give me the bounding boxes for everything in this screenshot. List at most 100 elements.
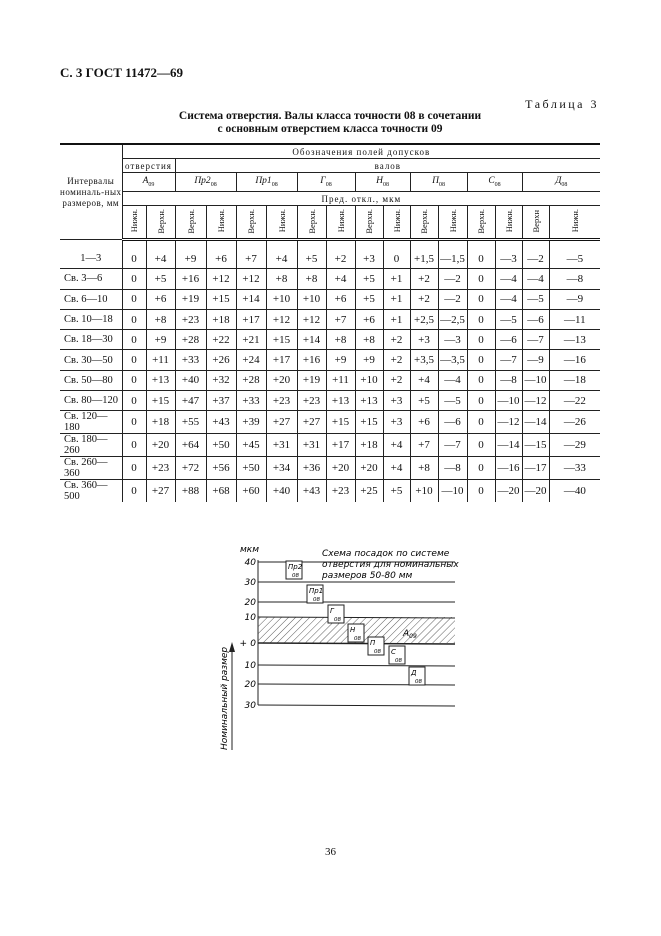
deviation-cell: +2 (325, 239, 356, 269)
svg-text:08: 08 (374, 649, 381, 655)
deviation-cell: +2 (409, 288, 439, 310)
svg-text:08: 08 (292, 573, 299, 579)
deviation-cell: —33 (548, 456, 601, 480)
grid-line (257, 704, 456, 707)
deviation-cell: —5 (521, 288, 550, 310)
subheader-text: Верхн. (246, 208, 256, 234)
deviation-cell: —3 (494, 239, 523, 269)
deviation-subheader: Нижн. (121, 205, 147, 241)
shaft-field-box: С 08 (388, 645, 406, 665)
deviation-cell: —4 (437, 369, 468, 391)
shaft-field-box: Пр208 (285, 560, 303, 580)
deviation-subheader: Верхн. (174, 205, 207, 241)
deviation-cell: —40 (548, 479, 601, 503)
deviation-cell: —6 (521, 308, 550, 330)
deviation-cell: —1,5 (437, 239, 468, 269)
deviation-cell: +18 (205, 308, 237, 330)
deviation-cell: —12 (521, 390, 550, 411)
deviation-cell: —5 (494, 308, 523, 330)
deviation-cell: +4 (265, 239, 298, 269)
svg-text:Пр1: Пр1 (309, 587, 323, 595)
svg-text:С: С (391, 648, 396, 656)
deviation-cell: —11 (548, 308, 601, 330)
deviation-cell: +8 (354, 329, 384, 350)
deviation-cell: +4 (382, 433, 411, 457)
deviation-cell: —4 (494, 268, 523, 290)
deviation-cell: +1 (382, 308, 411, 330)
deviation-cell: —10 (437, 479, 468, 503)
deviation-cell: —9 (548, 288, 601, 310)
deviation-cell: —7 (494, 349, 523, 371)
grid-line (257, 664, 456, 667)
deviation-cell: +15 (265, 329, 298, 350)
deviation-cell: 0 (121, 349, 147, 371)
deviation-cell: —20 (494, 479, 523, 503)
field-symbol-letter: Н (376, 176, 383, 187)
svg-text:П: П (370, 639, 376, 647)
deviation-cell: +5 (382, 479, 411, 503)
deviation-cell: +2,5 (409, 308, 439, 330)
deviation-cell: +9 (354, 349, 384, 371)
deviation-cell: +10 (354, 369, 384, 391)
deviation-cell: +23 (265, 390, 298, 411)
deviation-cell: 0 (121, 329, 147, 350)
axis-label: Номинальный размер (220, 647, 230, 750)
deviation-cell: +12 (235, 268, 267, 290)
hole-header: отверстия (121, 158, 176, 173)
deviation-cell: —5 (437, 390, 468, 411)
deviation-cell: +5 (354, 268, 384, 290)
deviation-cell: +7 (325, 308, 356, 330)
deviation-cell: +10 (296, 288, 327, 310)
field-symbol-letter: Г (320, 176, 326, 187)
deviation-cell: +28 (174, 329, 207, 350)
deviation-cell: +1 (382, 268, 411, 290)
deviation-cell: +6 (145, 288, 176, 310)
deviation-cell: +31 (296, 433, 327, 457)
deviation-cell: —4 (521, 268, 550, 290)
deviation-subheader: Нижн. (205, 205, 237, 241)
field-symbol: П08 (409, 172, 468, 192)
deviation-cell: +23 (145, 456, 176, 480)
deviation-cell: +23 (325, 479, 356, 503)
deviation-cell: —22 (548, 390, 601, 411)
tick-label: 10 (245, 613, 257, 623)
deviation-cell: —10 (494, 390, 523, 411)
deviation-cell: —7 (521, 329, 550, 350)
interval-cell: Св. 3—6 (60, 268, 123, 290)
deviation-cell: +40 (174, 369, 207, 391)
shaft-field-box: Д 08 (408, 666, 426, 686)
deviation-cell: +37 (205, 390, 237, 411)
deviation-cell: 0 (121, 433, 147, 457)
deviation-cell: +21 (235, 329, 267, 350)
deviation-cell: +34 (265, 456, 298, 480)
subheader-text: Нижн. (129, 209, 139, 233)
deviation-cell: +6 (409, 410, 439, 434)
deviation-cell: +23 (174, 308, 207, 330)
field-symbol-class: 08 (325, 181, 332, 188)
deviation-cell: —8 (437, 456, 468, 480)
deviation-cell: +6 (325, 288, 356, 310)
deviation-cell: +18 (354, 433, 384, 457)
deviation-cell: +32 (205, 369, 237, 391)
field-symbol-letter: Д (555, 176, 562, 187)
subheader-text: Нижн. (216, 209, 226, 233)
deviation-cell: +4 (382, 456, 411, 480)
deviation-cell: 0 (466, 433, 496, 457)
hole-zone-label: А09 (402, 629, 417, 640)
deviation-cell: —18 (548, 369, 601, 391)
deviation-cell: —5 (548, 239, 601, 269)
field-symbol-class: 09 (148, 181, 155, 188)
deviation-cell: 0 (121, 288, 147, 310)
interval-cell: Св. 10—18 (60, 308, 123, 330)
deviation-cell: 0 (466, 390, 496, 411)
deviation-cell: —2 (437, 268, 468, 290)
deviation-cell: +3 (354, 239, 384, 269)
deviation-cell: +5 (296, 239, 327, 269)
table-label: Таблица 3 (525, 97, 599, 111)
deviation-cell: +31 (265, 433, 298, 457)
diagram-caption: отверстия для номинальных (322, 560, 459, 570)
interval-cell: Св. 30—50 (60, 349, 123, 371)
tick-label: 30 (245, 701, 257, 711)
interval-cell: Св. 360—500 (60, 479, 123, 503)
deviation-cell: +18 (145, 410, 176, 434)
